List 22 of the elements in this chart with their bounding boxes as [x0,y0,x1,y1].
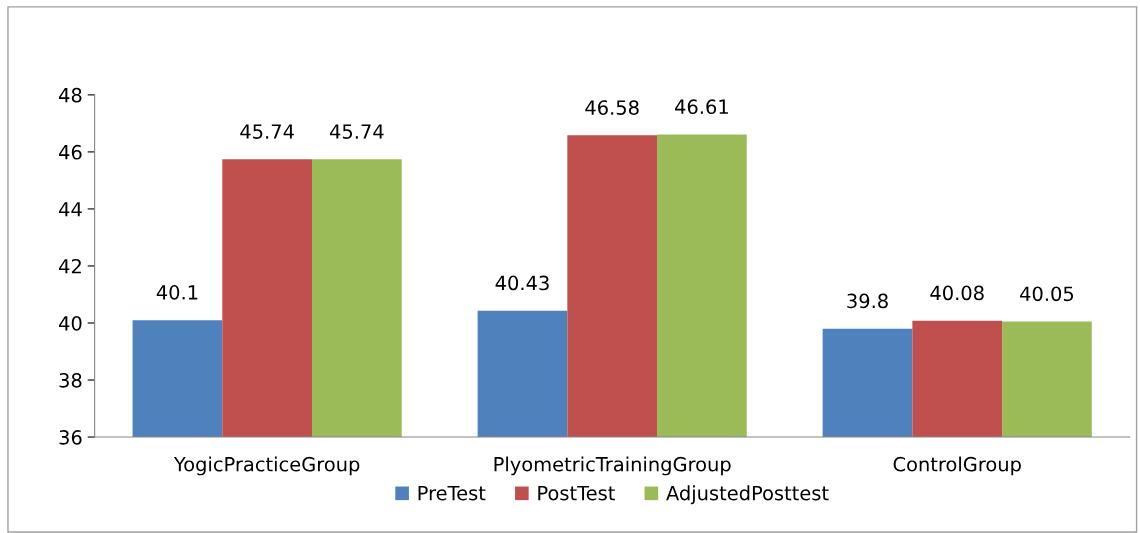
y-tick-label: 36 [59,430,82,445]
x-tick-label: YogicPracticeGroup [173,456,360,476]
legend-label: PreTest [418,485,486,501]
y-tick-label: 40 [59,315,82,331]
data-label: 46.61 [675,99,728,115]
data-label: 40.1 [156,285,198,300]
x-tick-label: PlyometricTrainingGroup [494,456,731,476]
y-tick-label: 46 [59,144,82,160]
legend-label: AdjustedPosttest [666,485,829,505]
y-tick-label: 38 [59,372,82,388]
y-tick-label: 42 [59,258,81,274]
data-label: 40.08 [930,285,984,301]
data-label: 46.58 [585,100,639,115]
data-label: 40.05 [1020,286,1074,302]
data-label: 45.74 [329,124,384,139]
x-tick-label: ControlGroup [893,456,1021,476]
y-tick-label: 48 [59,87,82,103]
y-tick-label: 44 [59,202,82,217]
legend-label: PostTest [538,485,615,501]
data-label: 40.43 [495,275,549,291]
data-label: 39.8 [847,293,888,309]
data-label: 45.74 [240,124,294,139]
